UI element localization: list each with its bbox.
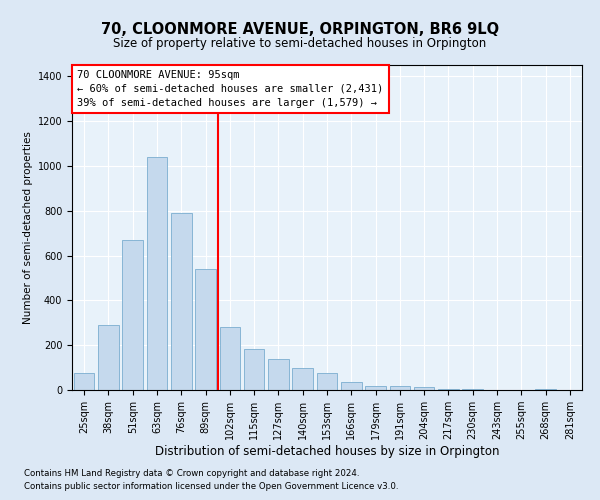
Text: 70, CLOONMORE AVENUE, ORPINGTON, BR6 9LQ: 70, CLOONMORE AVENUE, ORPINGTON, BR6 9LQ <box>101 22 499 38</box>
Text: Contains HM Land Registry data © Crown copyright and database right 2024.: Contains HM Land Registry data © Crown c… <box>24 469 359 478</box>
Bar <box>317 373 337 390</box>
X-axis label: Distribution of semi-detached houses by size in Orpington: Distribution of semi-detached houses by … <box>155 445 499 458</box>
Bar <box>389 386 410 390</box>
Bar <box>535 389 556 390</box>
Bar <box>195 269 216 390</box>
Bar <box>74 373 94 390</box>
Bar <box>414 386 434 390</box>
Bar <box>365 386 386 390</box>
Bar <box>438 389 459 390</box>
Text: Size of property relative to semi-detached houses in Orpington: Size of property relative to semi-detach… <box>113 38 487 51</box>
Bar <box>122 240 143 390</box>
Bar <box>341 382 362 390</box>
Bar <box>292 368 313 390</box>
Bar <box>244 348 265 390</box>
Bar <box>146 157 167 390</box>
Bar <box>98 325 119 390</box>
Bar <box>171 213 191 390</box>
Text: 70 CLOONMORE AVENUE: 95sqm
← 60% of semi-detached houses are smaller (2,431)
39%: 70 CLOONMORE AVENUE: 95sqm ← 60% of semi… <box>77 70 383 108</box>
Bar <box>268 358 289 390</box>
Bar <box>220 327 240 390</box>
Bar <box>463 389 483 390</box>
Y-axis label: Number of semi-detached properties: Number of semi-detached properties <box>23 131 34 324</box>
Text: Contains public sector information licensed under the Open Government Licence v3: Contains public sector information licen… <box>24 482 398 491</box>
